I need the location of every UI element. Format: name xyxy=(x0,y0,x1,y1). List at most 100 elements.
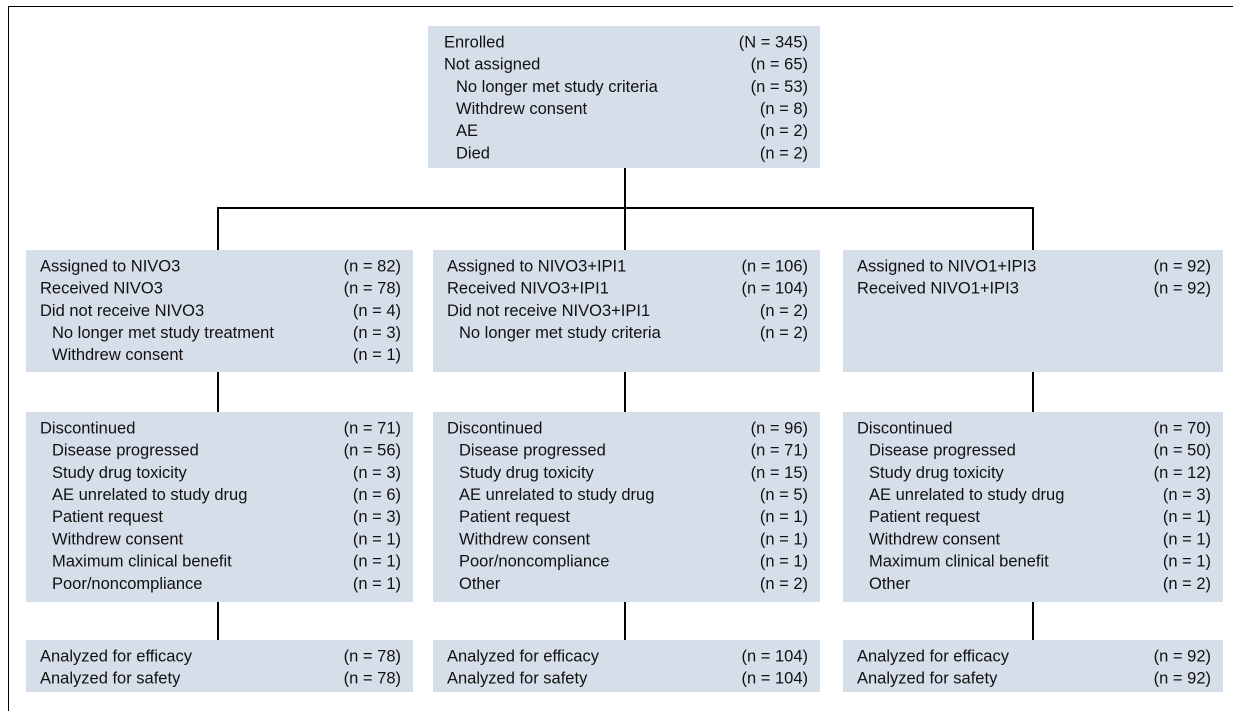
row-label: No longer met study criteria xyxy=(456,78,659,96)
row-count: (n = 92) xyxy=(1154,280,1211,298)
row-label: Did not receive NIVO3 xyxy=(40,302,204,320)
row-count: (n = 5) xyxy=(760,486,808,504)
box xyxy=(433,412,820,602)
row-count: (n = 1) xyxy=(760,508,808,526)
box xyxy=(433,640,820,692)
row-count: (n = 2) xyxy=(760,144,808,162)
box xyxy=(433,250,820,372)
row-label: Patient request xyxy=(52,508,163,526)
row-label: Died xyxy=(456,144,490,162)
row-count: (n = 3) xyxy=(353,324,401,342)
row-label: Received NIVO3 xyxy=(40,280,163,298)
box xyxy=(26,250,413,372)
row-label: No longer met study criteria xyxy=(459,324,662,342)
row-count: (n = 78) xyxy=(344,280,401,298)
row-count: (n = 70) xyxy=(1154,419,1211,437)
row-label: Analyzed for efficacy xyxy=(40,647,193,665)
row-label: Assigned to NIVO3 xyxy=(40,257,180,275)
row-label: Received NIVO1+IPI3 xyxy=(857,280,1019,298)
row-label: Discontinued xyxy=(857,419,952,437)
row-count: (N = 345) xyxy=(739,33,808,51)
row-count: (n = 56) xyxy=(344,442,401,460)
frame xyxy=(8,6,1233,711)
box xyxy=(843,640,1223,692)
row-label: Withdrew consent xyxy=(456,100,588,118)
row-label: AE xyxy=(456,122,478,140)
row-count: (n = 104) xyxy=(742,670,809,688)
row-label: Study drug toxicity xyxy=(52,464,188,482)
row-label: Other xyxy=(869,575,911,593)
row-count: (n = 71) xyxy=(344,419,401,437)
row-count: (n = 2) xyxy=(760,575,808,593)
row-count: (n = 2) xyxy=(760,122,808,140)
row-label: Patient request xyxy=(869,508,980,526)
row-label: Poor/noncompliance xyxy=(459,553,609,571)
row-count: (n = 1) xyxy=(1163,530,1211,548)
row-label: Disease progressed xyxy=(459,442,606,460)
row-label: Study drug toxicity xyxy=(869,464,1005,482)
row-label: Poor/noncompliance xyxy=(52,575,202,593)
row-count: (n = 104) xyxy=(742,280,809,298)
row-count: (n = 78) xyxy=(344,647,401,665)
row-count: (n = 1) xyxy=(353,530,401,548)
box xyxy=(428,26,820,168)
box xyxy=(843,412,1223,602)
row-count: (n = 82) xyxy=(344,257,401,275)
row-count: (n = 92) xyxy=(1154,647,1211,665)
row-label: Analyzed for efficacy xyxy=(857,647,1010,665)
row-count: (n = 50) xyxy=(1154,442,1211,460)
row-label: Received NIVO3+IPI1 xyxy=(447,280,609,298)
row-count: (n = 106) xyxy=(742,257,809,275)
row-label: Withdrew consent xyxy=(459,530,591,548)
row-count: (n = 3) xyxy=(353,464,401,482)
box xyxy=(26,412,413,602)
row-label: Did not receive NIVO3+IPI1 xyxy=(447,302,650,320)
box xyxy=(26,640,413,692)
row-count: (n = 8) xyxy=(760,100,808,118)
row-count: (n = 15) xyxy=(751,464,808,482)
row-count: (n = 1) xyxy=(760,553,808,571)
row-count: (n = 1) xyxy=(353,575,401,593)
row-label: Analyzed for safety xyxy=(447,670,588,688)
connector xyxy=(217,168,1034,640)
row-count: (n = 6) xyxy=(353,486,401,504)
row-count: (n = 53) xyxy=(751,78,808,96)
row-label: Analyzed for safety xyxy=(40,670,181,688)
row-count: (n = 2) xyxy=(760,302,808,320)
row-label: Study drug toxicity xyxy=(459,464,595,482)
row-count: (n = 4) xyxy=(353,302,401,320)
row-label: AE unrelated to study drug xyxy=(52,486,247,504)
row-count: (n = 1) xyxy=(353,346,401,364)
row-count: (n = 3) xyxy=(1163,486,1211,504)
row-count: (n = 104) xyxy=(742,647,809,665)
row-count: (n = 1) xyxy=(1163,553,1211,571)
row-label: Analyzed for efficacy xyxy=(447,647,600,665)
row-label: AE unrelated to study drug xyxy=(869,486,1064,504)
row-label: Disease progressed xyxy=(52,442,199,460)
row-label: Maximum clinical benefit xyxy=(52,553,232,571)
row-label: Analyzed for safety xyxy=(857,670,998,688)
row-label: Patient request xyxy=(459,508,570,526)
row-label: Maximum clinical benefit xyxy=(869,553,1049,571)
row-label: Not assigned xyxy=(444,56,540,74)
row-count: (n = 96) xyxy=(751,419,808,437)
row-label: Disease progressed xyxy=(869,442,1016,460)
row-label: Withdrew consent xyxy=(869,530,1001,548)
row-label: Withdrew consent xyxy=(52,530,184,548)
row-label: Discontinued xyxy=(447,419,542,437)
row-count: (n = 92) xyxy=(1154,257,1211,275)
box xyxy=(843,250,1223,372)
row-count: (n = 12) xyxy=(1154,464,1211,482)
row-label: No longer met study treatment xyxy=(52,324,274,342)
row-count: (n = 78) xyxy=(344,670,401,688)
row-label: AE unrelated to study drug xyxy=(459,486,654,504)
row-count: (n = 65) xyxy=(751,56,808,74)
row-count: (n = 3) xyxy=(353,508,401,526)
row-label: Assigned to NIVO3+IPI1 xyxy=(447,257,626,275)
row-count: (n = 92) xyxy=(1154,670,1211,688)
row-label: Discontinued xyxy=(40,419,135,437)
row-count: (n = 1) xyxy=(760,530,808,548)
row-count: (n = 2) xyxy=(1163,575,1211,593)
